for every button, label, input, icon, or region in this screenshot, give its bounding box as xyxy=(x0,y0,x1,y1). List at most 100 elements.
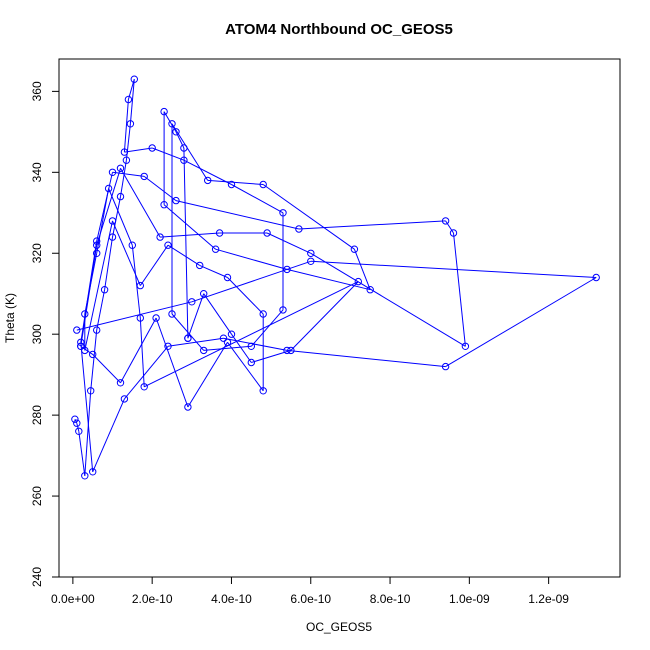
data-point xyxy=(279,209,287,217)
data-point xyxy=(100,286,109,294)
y-tick-label: 240 xyxy=(30,567,44,587)
data-point xyxy=(168,120,176,128)
series-line-segment xyxy=(96,172,113,242)
series-line-segment xyxy=(203,345,252,351)
data-point xyxy=(108,217,117,225)
data-point xyxy=(81,472,89,480)
data-point xyxy=(168,310,176,318)
data-point xyxy=(124,95,133,104)
data-point xyxy=(441,217,450,225)
series-line-segment xyxy=(152,147,185,161)
data-point xyxy=(71,415,79,423)
data-point xyxy=(126,120,135,128)
x-tick-label: 1.0e-09 xyxy=(449,592,490,606)
series-line-segment xyxy=(131,245,141,319)
series-line-segment xyxy=(290,281,359,351)
data-point xyxy=(93,237,101,245)
data-point xyxy=(122,156,131,164)
data-point xyxy=(204,176,212,185)
x-tick-label: 8.0e-10 xyxy=(370,592,411,606)
data-point xyxy=(180,156,188,164)
data-point xyxy=(81,310,89,318)
series-line-segment xyxy=(353,249,371,290)
data-point xyxy=(188,298,196,306)
data-point xyxy=(172,128,180,136)
series-line-segment xyxy=(199,264,228,278)
series-line-segment xyxy=(167,337,224,347)
series-line-segment xyxy=(125,123,131,161)
data-point xyxy=(211,245,220,253)
data-point xyxy=(180,144,188,152)
series-line-segment xyxy=(160,232,220,238)
data-point xyxy=(283,265,291,274)
y-tick-label: 320 xyxy=(30,243,44,263)
series-line-segment xyxy=(453,232,466,347)
y-axis-label: Theta (K) xyxy=(3,293,17,343)
series-line-segment xyxy=(112,220,141,286)
x-tick-label: 4.0e-10 xyxy=(211,592,252,606)
y-tick-label: 280 xyxy=(30,405,44,425)
series-line-segment xyxy=(310,260,597,278)
series-line-segment xyxy=(139,244,169,286)
series-line-segment xyxy=(80,245,98,347)
series-line-segment xyxy=(120,168,161,238)
data-point xyxy=(227,330,236,338)
data-point xyxy=(108,168,117,177)
data-point xyxy=(223,273,232,282)
data-point xyxy=(184,334,192,342)
series-line-segment xyxy=(143,281,359,388)
series-points xyxy=(71,75,600,480)
series-line-segment xyxy=(445,220,454,234)
data-point xyxy=(247,358,256,367)
series-line-segment xyxy=(171,123,209,181)
data-point xyxy=(128,241,137,249)
data-point xyxy=(279,306,287,314)
data-point xyxy=(461,342,470,350)
series-line-segment xyxy=(129,79,135,124)
series-line-segment xyxy=(203,293,232,335)
data-point xyxy=(164,342,172,350)
data-point xyxy=(73,326,81,334)
series-line-segment xyxy=(175,200,300,230)
series-line-segment xyxy=(96,289,106,331)
series-line-segment xyxy=(96,168,121,246)
data-point xyxy=(592,273,600,282)
data-point xyxy=(196,261,204,270)
y-tick-label: 340 xyxy=(30,162,44,182)
data-point xyxy=(93,326,101,334)
series-line-segment xyxy=(112,196,121,238)
series-line-segment xyxy=(80,342,94,472)
series-line-segment xyxy=(250,309,284,347)
data-point xyxy=(259,387,267,395)
data-point xyxy=(152,314,160,322)
data-point xyxy=(366,286,374,294)
series-line-segment xyxy=(120,317,157,384)
y-axis: 240 260 280 300 320 340 360 xyxy=(30,81,60,587)
data-point xyxy=(160,201,168,209)
series-line-segment xyxy=(78,431,86,476)
data-point xyxy=(219,334,228,342)
series-line-segment xyxy=(286,349,446,368)
series-line-segment xyxy=(223,337,288,351)
series-line-segment xyxy=(92,398,125,472)
data-point xyxy=(307,257,315,265)
series-line-segment xyxy=(76,423,80,432)
series-line-segment xyxy=(215,248,288,270)
series-line-segment xyxy=(124,147,153,153)
series-lines xyxy=(74,79,597,476)
series-line-segment xyxy=(80,241,98,343)
chart-title: ATOM4 Northbound OC_GEOS5 xyxy=(225,21,453,38)
series-line-segment xyxy=(124,345,169,400)
series-line-segment xyxy=(167,244,200,266)
data-point xyxy=(247,342,256,350)
series-line-segment xyxy=(310,252,466,347)
x-tick-label: 2.0e-10 xyxy=(132,592,173,606)
data-point xyxy=(283,346,291,355)
data-point xyxy=(87,387,95,395)
data-point xyxy=(263,229,271,237)
data-point xyxy=(136,281,145,290)
y-tick-label: 300 xyxy=(30,324,44,344)
data-point xyxy=(227,180,236,189)
x-tick-label: 0.0e+00 xyxy=(51,592,95,606)
series-line-segment xyxy=(76,301,192,331)
